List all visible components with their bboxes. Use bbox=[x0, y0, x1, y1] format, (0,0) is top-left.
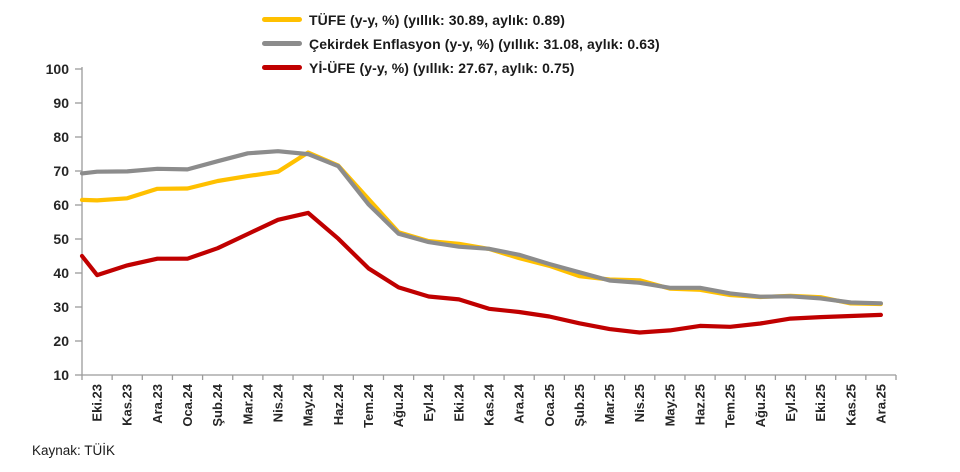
svg-text:Kas.25: Kas.25 bbox=[843, 384, 858, 426]
cekirdek-enflasyon-line bbox=[79, 149, 884, 306]
x-axis-labels: Eki.23 Kas.23 Ara.23 Oca.24 Şub.24 Mar.24 Nis.… bbox=[90, 383, 889, 428]
svg-text:30: 30 bbox=[53, 299, 69, 315]
legend-item-yi-ufe: Yİ-ÜFE (y-y, %) (yıllık: 27.67, aylık: 0… bbox=[262, 57, 660, 78]
svg-text:May.24: May.24 bbox=[301, 383, 316, 426]
legend-label-tufe: TÜFE (y-y, %) (yıllık: 30.89, aylık: 0.8… bbox=[309, 11, 566, 28]
svg-text:Eki.24: Eki.24 bbox=[451, 383, 466, 421]
x-axis-ticks bbox=[81, 375, 897, 380]
source-note: Kaynak: TÜİK bbox=[32, 443, 116, 458]
svg-text:Oca.24: Oca.24 bbox=[180, 383, 195, 426]
legend-label-yi-ufe: Yİ-ÜFE (y-y, %) (yıllık: 27.67, aylık: 0… bbox=[309, 59, 575, 76]
svg-text:Ağu.24: Ağu.24 bbox=[391, 383, 406, 427]
svg-text:90: 90 bbox=[53, 95, 69, 111]
svg-text:10: 10 bbox=[53, 367, 69, 383]
svg-text:Tem.25: Tem.25 bbox=[723, 384, 738, 428]
cekirdek-line-swatch-icon bbox=[262, 41, 302, 46]
legend-label-cekirdek: Çekirdek Enflasyon (y-y, %) (yıllık: 31.… bbox=[309, 35, 660, 52]
svg-text:50: 50 bbox=[53, 231, 69, 247]
tufe-line-swatch-icon bbox=[262, 17, 302, 22]
svg-text:Kas.24: Kas.24 bbox=[482, 383, 497, 426]
svg-text:80: 80 bbox=[53, 129, 69, 145]
svg-text:Ağu.25: Ağu.25 bbox=[753, 384, 768, 427]
tufe-line bbox=[79, 150, 884, 307]
svg-text:Eyl.25: Eyl.25 bbox=[783, 384, 798, 422]
svg-text:Eki.25: Eki.25 bbox=[813, 384, 828, 422]
svg-text:Kas.23: Kas.23 bbox=[120, 384, 135, 426]
chart-legend: TÜFE (y-y, %) (yıllık: 30.89, aylık: 0.8… bbox=[262, 9, 660, 78]
svg-text:70: 70 bbox=[53, 163, 69, 179]
svg-text:Mar.24: Mar.24 bbox=[240, 383, 255, 424]
legend-item-cekirdek: Çekirdek Enflasyon (y-y, %) (yıllık: 31.… bbox=[262, 33, 660, 54]
svg-text:Ara.23: Ara.23 bbox=[150, 384, 165, 424]
svg-text:Ara.24: Ara.24 bbox=[512, 383, 527, 424]
yi-ufe-line bbox=[79, 210, 884, 335]
svg-text:100: 100 bbox=[46, 61, 70, 77]
svg-text:Eyl.24: Eyl.24 bbox=[421, 383, 436, 421]
svg-text:Nis.24: Nis.24 bbox=[270, 383, 285, 422]
svg-text:Şub.24: Şub.24 bbox=[210, 383, 225, 426]
svg-text:Eki.23: Eki.23 bbox=[90, 384, 105, 422]
legend-item-tufe: TÜFE (y-y, %) (yıllık: 30.89, aylık: 0.8… bbox=[262, 9, 660, 30]
svg-text:Nis.25: Nis.25 bbox=[632, 384, 647, 422]
svg-text:40: 40 bbox=[53, 265, 69, 281]
svg-text:Ara.25: Ara.25 bbox=[873, 384, 888, 424]
svg-text:Haz.24: Haz.24 bbox=[331, 383, 346, 425]
svg-text:Haz.25: Haz.25 bbox=[693, 384, 708, 425]
svg-text:Mar.25: Mar.25 bbox=[602, 384, 617, 424]
svg-text:Oca.25: Oca.25 bbox=[542, 384, 557, 427]
svg-text:Şub.25: Şub.25 bbox=[572, 384, 587, 427]
y-axis-labels: 100 90 80 70 60 50 40 30 20 10 bbox=[46, 61, 82, 383]
svg-text:20: 20 bbox=[53, 333, 69, 349]
svg-text:Tem.24: Tem.24 bbox=[361, 383, 376, 428]
svg-text:May.25: May.25 bbox=[662, 384, 677, 426]
svg-text:60: 60 bbox=[53, 197, 69, 213]
yi-ufe-line-swatch-icon bbox=[262, 65, 302, 70]
